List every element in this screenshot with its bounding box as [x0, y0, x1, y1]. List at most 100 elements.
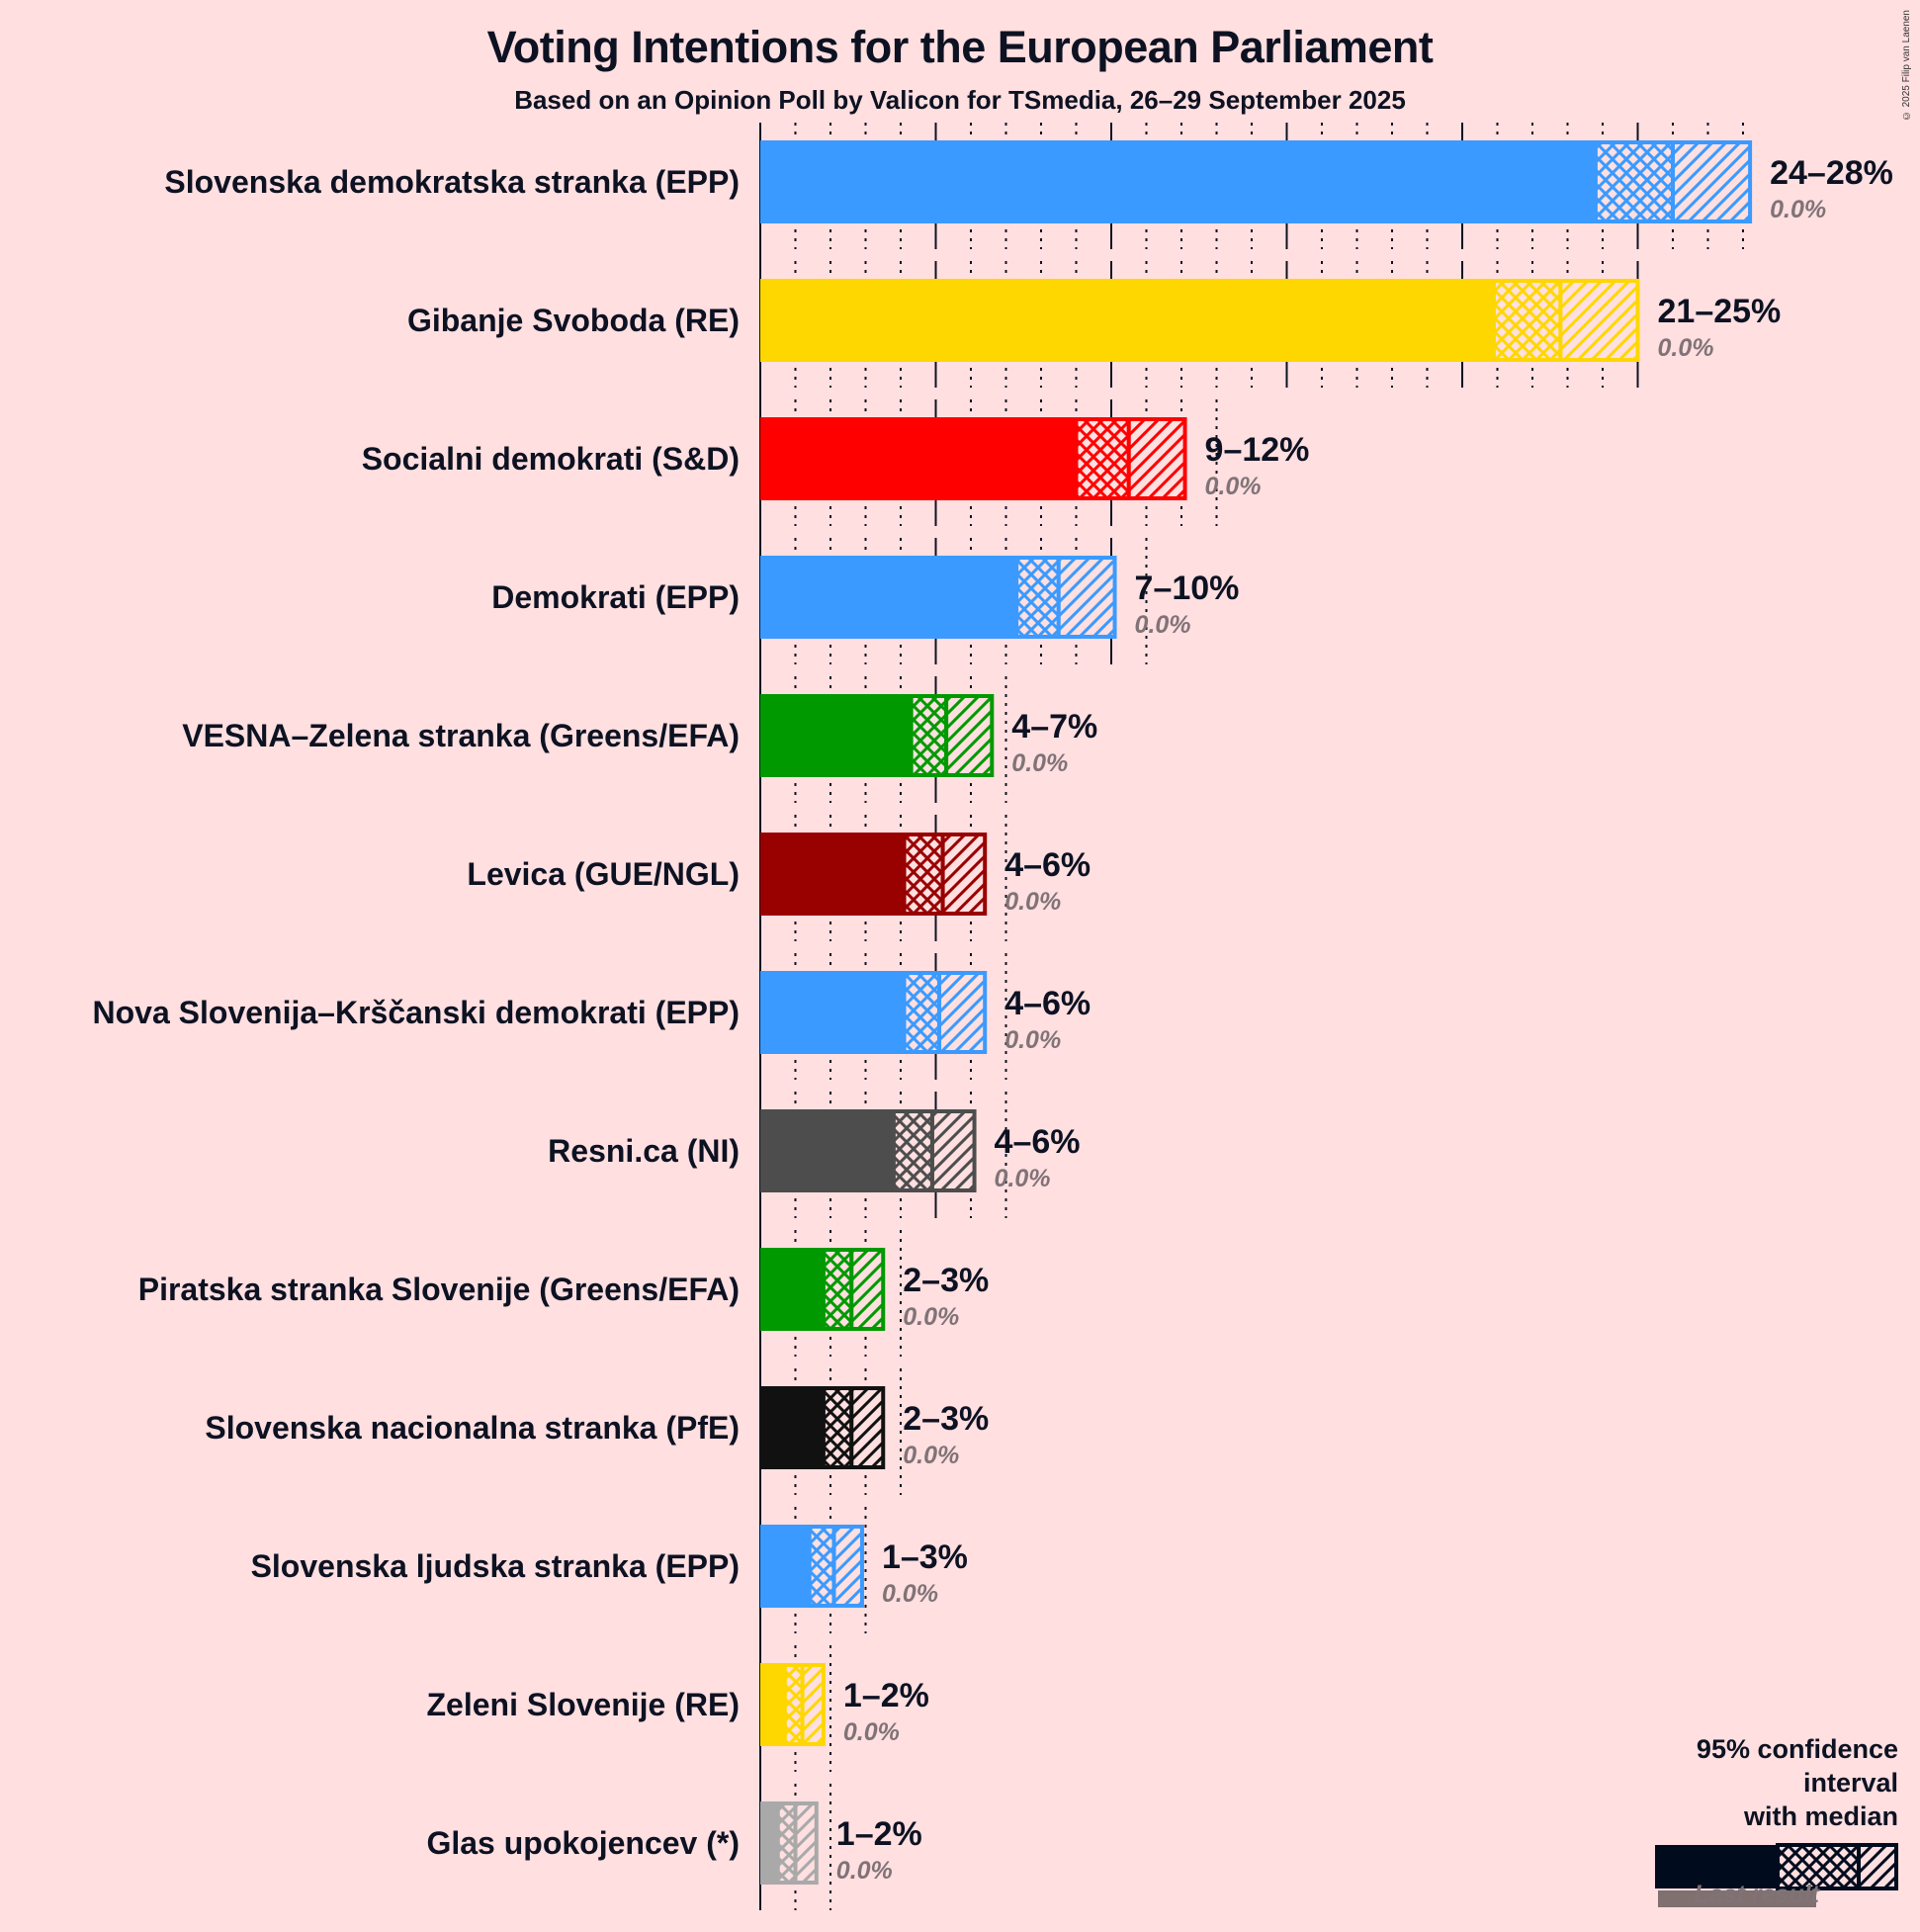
party-label: Nova Slovenija–Krščanski demokrati (EPP)	[93, 995, 740, 1030]
bar-ci-upper-half	[1671, 140, 1753, 223]
bar-ci-upper-half	[940, 833, 988, 916]
party-bar-group	[760, 1109, 977, 1192]
party-bar-group	[760, 1663, 826, 1746]
bar-ci-upper-half	[800, 1663, 826, 1746]
bar-ci-lower-half	[902, 833, 945, 916]
party-label: Glas upokojencev (*)	[426, 1825, 740, 1861]
range-label: 1–2%	[843, 1677, 929, 1714]
legend-last-result-bar	[1658, 1890, 1816, 1907]
bar-ci-upper-half	[793, 1801, 819, 1885]
bar-ci-upper-half	[849, 1386, 886, 1469]
legend: 95% confidence interval with median Last…	[1602, 1732, 1898, 1918]
party-label: Slovenska nacionalna stranka (PfE)	[205, 1410, 740, 1446]
range-label: 21–25%	[1658, 293, 1782, 330]
range-label: 4–6%	[995, 1123, 1081, 1161]
bar-ci-lower-half	[807, 1525, 836, 1608]
legend-last-result-label: Last result	[1694, 1881, 1819, 1908]
party-bar-group	[760, 971, 988, 1054]
bar-ci-upper-half	[944, 694, 995, 777]
bar-ci-upper-half	[1126, 417, 1187, 500]
party-label: Resni.ca (NI)	[548, 1133, 740, 1169]
party-bar-group	[760, 1248, 886, 1331]
range-label: 2–3%	[903, 1262, 989, 1299]
bar-ci-lower-half	[775, 1801, 798, 1885]
party-label: Zeleni Slovenije (RE)	[426, 1687, 740, 1722]
legend-crosshatch	[1776, 1843, 1861, 1890]
bar-solid	[760, 556, 1017, 639]
party-label: Gibanje Svoboda (RE)	[407, 303, 740, 338]
party-label: Levica (GUE/NGL)	[467, 856, 740, 892]
range-label: 1–2%	[836, 1815, 922, 1853]
bar-ci-lower-half	[1491, 279, 1563, 362]
bar-ci-upper-half	[929, 1109, 977, 1192]
bar-ci-lower-half	[1593, 140, 1676, 223]
last-result-label: 0.0%	[843, 1718, 900, 1746]
bar-ci-lower-half	[909, 694, 949, 777]
party-label: Socialni demokrati (S&D)	[362, 441, 740, 477]
legend-solid	[1655, 1845, 1778, 1888]
range-label: 4–6%	[1004, 846, 1091, 884]
party-bar-group	[760, 833, 988, 916]
bar-solid	[760, 140, 1596, 223]
party-bar-group	[760, 279, 1640, 362]
bar-solid	[760, 1386, 824, 1469]
legend-swatch	[1655, 1843, 1898, 1907]
legend-title-line1: 95% confidence interval	[1696, 1734, 1898, 1798]
bar-ci-lower-half	[891, 1109, 934, 1192]
range-label: 4–6%	[1004, 985, 1091, 1022]
chart-subtitle: Based on an Opinion Poll by Valicon for …	[514, 85, 1406, 115]
last-result-label: 0.0%	[1004, 888, 1061, 916]
last-result-label: 0.0%	[1004, 1026, 1061, 1054]
party-bar-group	[760, 1386, 886, 1469]
bar-ci-lower-half	[1014, 556, 1061, 639]
bar-solid	[760, 833, 905, 916]
last-result-label: 0.0%	[1205, 473, 1262, 500]
last-result-label: 0.0%	[903, 1303, 959, 1331]
last-result-label: 0.0%	[995, 1165, 1051, 1192]
legend-title-line2: with median	[1743, 1801, 1898, 1831]
bar-ci-lower-half	[1074, 417, 1131, 500]
bar-solid	[760, 1109, 894, 1192]
bar-solid	[760, 1248, 824, 1331]
party-label: Demokrati (EPP)	[491, 579, 740, 615]
bar-ci-lower-half	[821, 1386, 854, 1469]
bars	[760, 140, 1753, 1885]
bar-solid	[760, 1663, 785, 1746]
party-bar-group	[760, 556, 1117, 639]
labels: Slovenska demokratska stranka (EPP) 24–28…	[93, 154, 1893, 1885]
bar-ci-upper-half	[937, 971, 988, 1054]
bar-ci-upper-half	[1056, 556, 1117, 639]
party-bar-group	[760, 140, 1753, 223]
bar-solid	[760, 1801, 778, 1885]
bar-solid	[760, 971, 905, 1054]
party-label: Slovenska ljudska stranka (EPP)	[251, 1548, 740, 1584]
party-bar-group	[760, 694, 995, 777]
range-label: 24–28%	[1770, 154, 1893, 192]
party-label: VESNA–Zelena stranka (Greens/EFA)	[182, 718, 740, 753]
range-label: 2–3%	[903, 1400, 989, 1438]
bar-solid	[760, 694, 912, 777]
party-label: Piratska stranka Slovenije (Greens/EFA)	[138, 1272, 740, 1307]
legend-hatch	[1857, 1843, 1898, 1890]
bar-ci-lower-half	[782, 1663, 805, 1746]
last-result-label: 0.0%	[903, 1442, 959, 1469]
bar-solid	[760, 1525, 810, 1608]
range-label: 4–7%	[1011, 708, 1097, 746]
bar-ci-upper-half	[1558, 279, 1640, 362]
bar-solid	[760, 417, 1077, 500]
last-result-label: 0.0%	[1770, 196, 1826, 223]
last-result-label: 0.0%	[882, 1580, 938, 1608]
bar-solid	[760, 279, 1494, 362]
range-label: 9–12%	[1205, 431, 1310, 469]
bar-ci-upper-half	[849, 1248, 886, 1331]
party-bar-group	[760, 417, 1187, 500]
party-label: Slovenska demokratska stranka (EPP)	[164, 164, 740, 200]
bar-ci-upper-half	[831, 1525, 864, 1608]
last-result-label: 0.0%	[1011, 749, 1068, 777]
last-result-label: 0.0%	[1658, 334, 1714, 362]
party-bar-group	[760, 1801, 819, 1885]
range-label: 7–10%	[1135, 570, 1240, 607]
last-result-label: 0.0%	[836, 1857, 893, 1885]
range-label: 1–3%	[882, 1538, 968, 1576]
